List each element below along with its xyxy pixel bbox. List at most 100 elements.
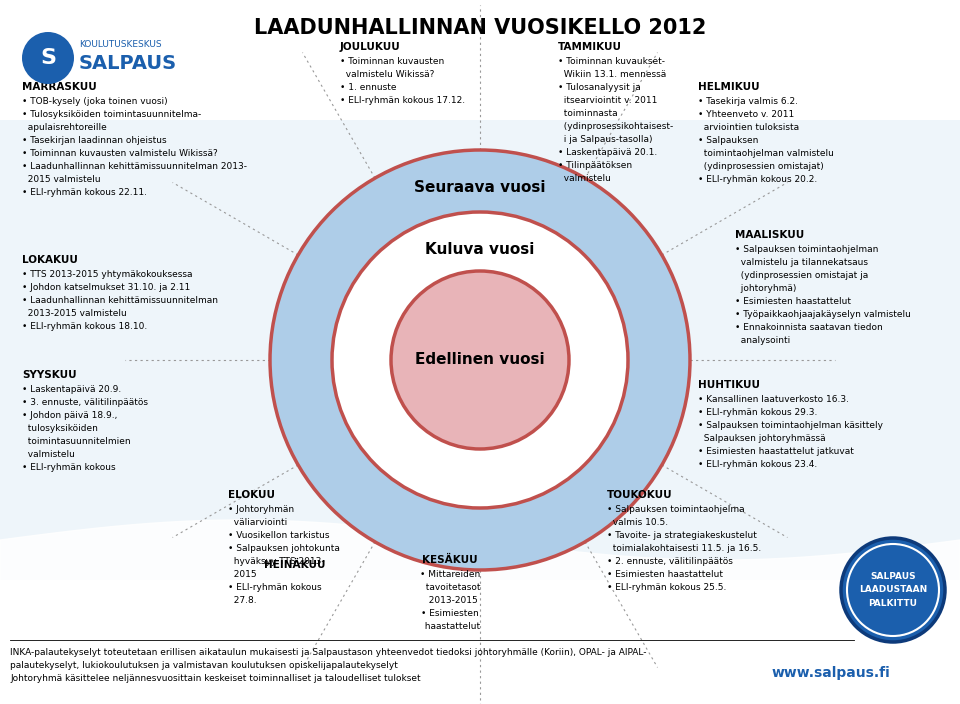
Text: • Ennakoinnista saatavan tiedon: • Ennakoinnista saatavan tiedon xyxy=(735,323,883,332)
Text: toimintaohjelman valmistelu: toimintaohjelman valmistelu xyxy=(698,149,834,158)
Text: SALPAUS: SALPAUS xyxy=(79,54,178,73)
Circle shape xyxy=(332,212,628,508)
Text: 2013-2015 valmistelu: 2013-2015 valmistelu xyxy=(22,309,127,318)
Text: • ELI-ryhmän kokous: • ELI-ryhmän kokous xyxy=(228,583,322,592)
Text: • Salpauksen toimintaohjelman: • Salpauksen toimintaohjelman xyxy=(735,245,878,254)
Text: tulosyksiköiden: tulosyksiköiden xyxy=(22,424,98,433)
Text: • Esimiesten haastattelut: • Esimiesten haastattelut xyxy=(607,570,723,579)
Text: Salpauksen johtoryhmässä: Salpauksen johtoryhmässä xyxy=(698,434,826,443)
Text: tavoitetasot: tavoitetasot xyxy=(420,583,480,592)
Text: valmistelu: valmistelu xyxy=(558,174,611,183)
Text: toimialakohtaisesti 11.5. ja 16.5.: toimialakohtaisesti 11.5. ja 16.5. xyxy=(607,544,761,553)
Text: • ELI-ryhmän kokous 17.12.: • ELI-ryhmän kokous 17.12. xyxy=(340,96,466,105)
Text: haastattelut: haastattelut xyxy=(420,622,481,631)
Text: TOUKOKUU: TOUKOKUU xyxy=(607,490,673,500)
Text: Edellinen vuosi: Edellinen vuosi xyxy=(415,353,545,367)
Text: • Mittareiden: • Mittareiden xyxy=(420,570,480,579)
Text: SALPAUS
LAADUSTAAN
PALKITTU: SALPAUS LAADUSTAAN PALKITTU xyxy=(859,572,927,608)
Text: valmistelu ja tilannekatsaus: valmistelu ja tilannekatsaus xyxy=(735,258,868,267)
Text: toimintasuunnitelmien: toimintasuunnitelmien xyxy=(22,437,131,446)
Circle shape xyxy=(841,538,945,642)
Text: • ELI-ryhmän kokous 22.11.: • ELI-ryhmän kokous 22.11. xyxy=(22,188,147,197)
Text: palautekyselyt, lukiokoulutuksen ja valmistavan koulutuksen opiskelijapalautekys: palautekyselyt, lukiokoulutuksen ja valm… xyxy=(10,661,397,670)
Text: arviointien tuloksista: arviointien tuloksista xyxy=(698,123,799,132)
Text: • Salpauksen johtokunta: • Salpauksen johtokunta xyxy=(228,544,340,553)
Text: INKA-palautekyselyt toteutetaan erillisen aikataulun mukaisesti ja Salpaustason : INKA-palautekyselyt toteutetaan erillise… xyxy=(10,648,646,657)
Text: • Työpaikkaohjaajakäyselyn valmistelu: • Työpaikkaohjaajakäyselyn valmistelu xyxy=(735,310,911,319)
Text: • Laadunhallinnan kehittämissuunnitelman 2013-: • Laadunhallinnan kehittämissuunnitelman… xyxy=(22,162,247,171)
Text: valmis 10.5.: valmis 10.5. xyxy=(607,518,668,527)
Text: • Esimiesten haastattelut: • Esimiesten haastattelut xyxy=(735,297,851,306)
Text: • Vuosikellon tarkistus: • Vuosikellon tarkistus xyxy=(228,531,329,540)
Text: LOKAKUU: LOKAKUU xyxy=(22,255,78,265)
Text: hyväksyy TTS 2013-: hyväksyy TTS 2013- xyxy=(228,557,324,566)
Bar xyxy=(0,120,960,580)
Text: TAMMIKUU: TAMMIKUU xyxy=(558,42,622,52)
Text: väliarviointi: väliarviointi xyxy=(228,518,287,527)
Text: • Salpauksen toimintaohjelman käsittely: • Salpauksen toimintaohjelman käsittely xyxy=(698,421,883,430)
Text: • TTS 2013-2015 yhtymäkokouksessa: • TTS 2013-2015 yhtymäkokouksessa xyxy=(22,270,193,279)
Text: • ELI-ryhmän kokous 25.5.: • ELI-ryhmän kokous 25.5. xyxy=(607,583,727,592)
Text: 27.8.: 27.8. xyxy=(228,596,256,605)
Text: KESÄKUU: KESÄKUU xyxy=(422,555,478,565)
Text: • Johdon katselmukset 31.10. ja 2.11: • Johdon katselmukset 31.10. ja 2.11 xyxy=(22,283,190,292)
Text: • Yhteenveto v. 2011: • Yhteenveto v. 2011 xyxy=(698,110,794,119)
Text: (ydinprosessikohtaisest-: (ydinprosessikohtaisest- xyxy=(558,122,673,131)
Text: • Tilinpäätöksen: • Tilinpäätöksen xyxy=(558,161,632,170)
Text: • Johdon päivä 18.9.,: • Johdon päivä 18.9., xyxy=(22,411,117,420)
Text: SYYSKUU: SYYSKUU xyxy=(22,370,77,380)
Text: • ELI-ryhmän kokous 23.4.: • ELI-ryhmän kokous 23.4. xyxy=(698,460,817,469)
Text: Seuraava vuosi: Seuraava vuosi xyxy=(415,180,545,196)
Text: • Tavoite- ja strategiakeskustelut: • Tavoite- ja strategiakeskustelut xyxy=(607,531,756,540)
Text: MARRASKUU: MARRASKUU xyxy=(22,82,97,92)
Text: Johtoryhmä käsittelee neljännesvuosittain keskeiset toiminnalliset ja taloudelli: Johtoryhmä käsittelee neljännesvuosittai… xyxy=(10,674,420,683)
Text: itsearviointit v. 2011: itsearviointit v. 2011 xyxy=(558,96,658,105)
Text: • Tasekirjan laadinnan ohjeistus: • Tasekirjan laadinnan ohjeistus xyxy=(22,136,167,145)
Text: 2015: 2015 xyxy=(228,570,256,579)
Text: • Laadunhallinnan kehittämissuunnitelman: • Laadunhallinnan kehittämissuunnitelman xyxy=(22,296,218,305)
Text: LAADUNHALLINNAN VUOSIKELLO 2012: LAADUNHALLINNAN VUOSIKELLO 2012 xyxy=(253,18,707,38)
Text: • TOB-kysely (joka toinen vuosi): • TOB-kysely (joka toinen vuosi) xyxy=(22,97,168,106)
Text: 2013-2015: 2013-2015 xyxy=(422,596,477,605)
Text: • Toiminnan kuvausten valmistelu Wikissä?: • Toiminnan kuvausten valmistelu Wikissä… xyxy=(22,149,218,158)
Text: • Tulosyksiköiden toimintasuunnitelma-: • Tulosyksiköiden toimintasuunnitelma- xyxy=(22,110,202,119)
Text: • Tulosanalyysit ja: • Tulosanalyysit ja xyxy=(558,83,640,92)
Text: valmistelu Wikissä?: valmistelu Wikissä? xyxy=(340,70,434,79)
Text: • Kansallinen laatuverkosto 16.3.: • Kansallinen laatuverkosto 16.3. xyxy=(698,395,849,404)
Text: www.salpaus.fi: www.salpaus.fi xyxy=(771,666,890,680)
Text: Wikiin 13.1. mennessä: Wikiin 13.1. mennessä xyxy=(558,70,666,79)
Text: (ydinprosessien omistajat ja: (ydinprosessien omistajat ja xyxy=(735,271,868,280)
Circle shape xyxy=(22,32,74,84)
Text: valmistelu: valmistelu xyxy=(22,450,75,459)
Text: johtoryhmä): johtoryhmä) xyxy=(735,284,797,293)
Text: • ELI-ryhmän kokous 20.2.: • ELI-ryhmän kokous 20.2. xyxy=(698,175,817,184)
Text: • ELI-ryhmän kokous 18.10.: • ELI-ryhmän kokous 18.10. xyxy=(22,322,147,331)
Text: • 2. ennuste, välitilinpäätös: • 2. ennuste, välitilinpäätös xyxy=(607,557,732,566)
Text: 2015 valmistelu: 2015 valmistelu xyxy=(22,175,101,184)
Text: • 1. ennuste: • 1. ennuste xyxy=(340,83,396,92)
Text: • Johtoryhmän: • Johtoryhmän xyxy=(228,505,294,514)
Text: • Esimiesten haastattelut jatkuvat: • Esimiesten haastattelut jatkuvat xyxy=(698,447,853,456)
Text: JOULUKUU: JOULUKUU xyxy=(340,42,400,52)
Text: • Esimiesten: • Esimiesten xyxy=(421,609,479,618)
Text: • Salpauksen: • Salpauksen xyxy=(698,136,758,145)
Text: KOULUTUSKESKUS: KOULUTUSKESKUS xyxy=(79,40,161,49)
Text: HEINÄKUU: HEINÄKUU xyxy=(264,560,325,570)
Text: • Toiminnan kuvausten: • Toiminnan kuvausten xyxy=(340,57,444,66)
Text: • Laskentapäivä 20.1.: • Laskentapäivä 20.1. xyxy=(558,148,658,157)
Text: • ELI-ryhmän kokous 29.3.: • ELI-ryhmän kokous 29.3. xyxy=(698,408,817,417)
Text: • 3. ennuste, välitilinpäätös: • 3. ennuste, välitilinpäätös xyxy=(22,398,148,407)
Text: apulaisrehtoreille: apulaisrehtoreille xyxy=(22,123,107,132)
Text: • Toiminnan kuvaukset-: • Toiminnan kuvaukset- xyxy=(558,57,665,66)
Text: MAALISKUU: MAALISKUU xyxy=(735,230,804,240)
Circle shape xyxy=(391,271,569,449)
Text: S: S xyxy=(40,48,56,68)
Text: • Tasekirja valmis 6.2.: • Tasekirja valmis 6.2. xyxy=(698,97,798,106)
Text: HUHTIKUU: HUHTIKUU xyxy=(698,380,760,390)
Text: Kuluva vuosi: Kuluva vuosi xyxy=(425,242,535,258)
Text: • Laskentapäivä 20.9.: • Laskentapäivä 20.9. xyxy=(22,385,121,394)
Text: analysointi: analysointi xyxy=(735,336,790,345)
Text: (ydinprosessien omistajat): (ydinprosessien omistajat) xyxy=(698,162,824,171)
Text: • Salpauksen toimintaohjelma: • Salpauksen toimintaohjelma xyxy=(607,505,745,514)
Text: • ELI-ryhmän kokous: • ELI-ryhmän kokous xyxy=(22,463,115,472)
